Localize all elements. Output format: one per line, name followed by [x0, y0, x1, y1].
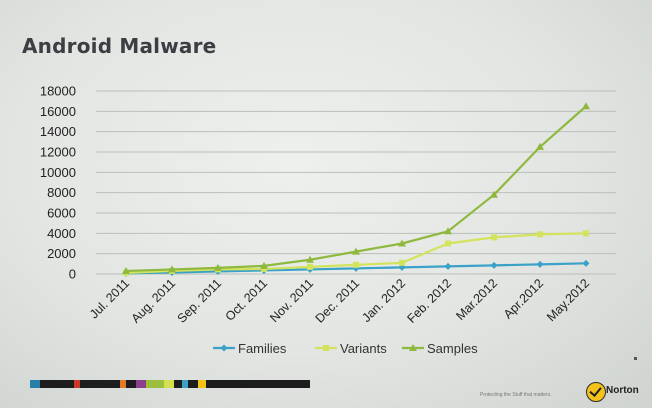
- y-axis-ticks: 0 2000 4000 6000 8000 10000 12000 14000 16000 180…: [40, 84, 76, 282]
- y-tick-label: 0: [69, 267, 76, 282]
- footer-color-bar: [30, 380, 310, 388]
- grid-lines: [96, 90, 616, 275]
- legend-item-samples: Samples: [402, 341, 478, 356]
- y-tick-label: 6000: [47, 206, 76, 221]
- data-point-triangle: [306, 255, 314, 263]
- norton-wordmark: Norton: [606, 385, 639, 396]
- y-tick-label: 16000: [40, 104, 76, 119]
- norton-logo: Norton: [586, 382, 648, 402]
- legend-label: Samples: [427, 341, 478, 356]
- x-tick-label: Aug. 2011: [129, 276, 179, 326]
- legend-label: Variants: [340, 341, 387, 356]
- y-tick-label: 18000: [40, 84, 76, 99]
- data-point-square: [583, 230, 589, 237]
- series-samples: [122, 102, 590, 274]
- x-tick-label: Dec. 2011: [313, 276, 363, 326]
- data-point-triangle: [122, 266, 130, 274]
- x-tick-label: Nov. 2011: [267, 276, 316, 325]
- y-tick-label: 10000: [40, 165, 76, 180]
- chart-title: Android Malware: [22, 34, 217, 58]
- y-tick-label: 2000: [47, 246, 76, 261]
- x-tick-label: Oct. 2011: [223, 276, 271, 324]
- data-point-triangle: [214, 263, 222, 271]
- line-chart: 0 2000 4000 6000 8000 10000 12000 14000 16000 180…: [40, 84, 616, 356]
- x-tick-label: May.2012: [544, 276, 592, 324]
- data-point-diamond: [444, 262, 452, 270]
- legend-label: Families: [238, 341, 287, 356]
- legend-item-families: Families: [213, 341, 287, 356]
- data-point-square: [537, 231, 543, 238]
- data-point-square: [353, 261, 359, 268]
- x-tick-label: Jul. 2011: [87, 276, 132, 321]
- data-point-triangle: [398, 239, 406, 247]
- y-tick-label: 8000: [47, 185, 76, 200]
- norton-check-icon: [586, 382, 606, 402]
- data-point-triangle: [490, 190, 498, 198]
- data-point-square: [323, 345, 329, 351]
- decorative-dot: [634, 357, 637, 360]
- y-tick-label: 14000: [40, 124, 76, 139]
- data-point-triangle: [260, 261, 268, 269]
- data-point-triangle: [444, 227, 452, 235]
- data-point-square: [445, 240, 451, 247]
- series-lines: [122, 102, 590, 277]
- x-tick-label: Mar.2012: [453, 276, 500, 323]
- data-point-triangle: [582, 102, 590, 110]
- data-point-diamond: [220, 344, 228, 352]
- x-tick-label: Apr.2012: [501, 276, 546, 321]
- data-point-triangle: [409, 344, 417, 351]
- footer-tagline: Protecting the Stuff that matters.: [480, 392, 552, 398]
- data-point-triangle: [352, 247, 360, 255]
- data-point-square: [261, 265, 267, 272]
- data-point-square: [399, 259, 405, 266]
- x-tick-label: Jan. 2012: [359, 276, 408, 325]
- data-point-diamond: [490, 261, 498, 269]
- data-point-square: [307, 263, 313, 270]
- data-point-square: [491, 234, 497, 241]
- y-tick-label: 12000: [40, 145, 76, 160]
- data-point-triangle: [536, 142, 544, 150]
- data-point-triangle: [168, 265, 176, 273]
- legend-item-variants: Variants: [315, 341, 387, 356]
- legend: Families Variants Samples: [213, 341, 478, 356]
- x-tick-label: Feb. 2012: [404, 276, 454, 326]
- series-line-samples: [125, 105, 587, 273]
- data-point-diamond: [582, 259, 590, 267]
- y-tick-label: 4000: [47, 226, 76, 241]
- data-point-diamond: [536, 260, 544, 268]
- x-tick-label: Sep. 2011: [175, 276, 225, 326]
